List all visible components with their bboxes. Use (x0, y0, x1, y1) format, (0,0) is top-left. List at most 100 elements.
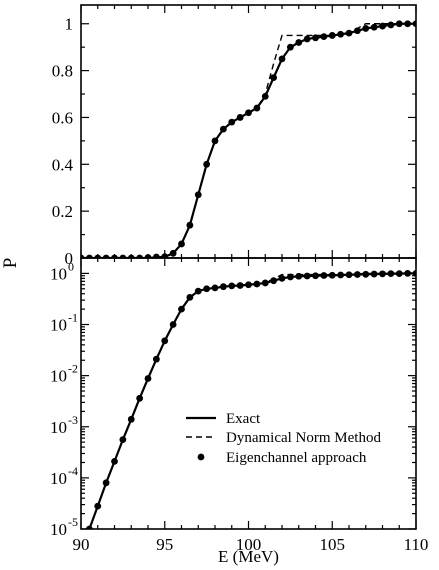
top-plot-frame (80, 4, 417, 259)
series-group (85, 269, 416, 529)
data-point (186, 221, 194, 229)
data-point (395, 270, 403, 278)
data-point (261, 92, 269, 100)
series-group (81, 20, 416, 258)
data-point (412, 269, 416, 277)
data-point (203, 285, 211, 293)
data-point (387, 270, 395, 278)
data-point (111, 254, 118, 258)
data-point (186, 293, 194, 301)
legend-label: Eigenchannel approach (226, 450, 367, 466)
data-point (278, 274, 286, 282)
data-point (370, 270, 378, 278)
data-point (169, 249, 177, 257)
y-tick-label: 0.4 (52, 155, 74, 174)
data-point (136, 394, 144, 402)
data-point (169, 321, 177, 328)
data-point (94, 254, 102, 258)
data-point (261, 279, 269, 287)
data-point (404, 20, 412, 28)
data-point (345, 29, 353, 37)
data-point (119, 254, 127, 258)
data-point (412, 20, 416, 28)
y-tick-exponent: -5 (68, 515, 78, 529)
data-point (312, 272, 319, 280)
data-point (395, 20, 403, 28)
data-point (362, 270, 370, 278)
top-panel (80, 4, 417, 259)
data-point (236, 282, 244, 289)
data-point (362, 25, 370, 32)
data-point (353, 271, 361, 278)
data-point (253, 280, 261, 288)
data-point (127, 254, 135, 258)
y-tick-label: 10 (50, 316, 67, 335)
x-axis-label: E (MeV) (218, 547, 279, 566)
data-point (85, 525, 93, 529)
data-point (379, 22, 386, 30)
data-point (245, 109, 252, 117)
data-point (228, 118, 236, 126)
data-point (194, 191, 202, 199)
data-point (236, 114, 244, 121)
data-point (320, 33, 328, 41)
data-point (219, 125, 227, 133)
y-tick-label: 10 (50, 418, 67, 437)
data-point (102, 479, 110, 487)
y-tick-exponent: 0 (68, 259, 74, 273)
legend: Exact Dynamical Norm Method Eigenchannel a… (186, 411, 381, 466)
y-tick-exponent: -3 (68, 413, 78, 427)
data-point (194, 287, 202, 295)
y-tick-label: 0.8 (52, 62, 73, 81)
data-point (203, 160, 211, 168)
data-point (127, 415, 135, 423)
y-tick-label: 0.6 (52, 108, 73, 127)
data-point (303, 35, 311, 43)
data-point (144, 375, 152, 382)
data-point (253, 104, 261, 112)
data-point (219, 283, 227, 291)
data-point (379, 270, 386, 278)
data-point (387, 21, 395, 29)
legend-swatch-marker (197, 453, 205, 461)
data-point (312, 34, 319, 42)
data-point (270, 277, 278, 285)
data-point (337, 271, 345, 279)
data-point (353, 27, 361, 35)
data-point (328, 32, 336, 39)
data-point (161, 337, 169, 345)
y-tick-exponent: -2 (68, 362, 78, 376)
y-tick-exponent: -1 (68, 311, 78, 325)
data-point (295, 272, 303, 280)
data-point (337, 30, 345, 38)
data-point (228, 282, 236, 290)
x-tick-label: 95 (156, 535, 173, 554)
data-point (178, 305, 185, 313)
data-point (320, 272, 328, 279)
series-line-exact (81, 22, 416, 258)
data-point (345, 271, 353, 279)
data-point (295, 39, 303, 46)
y-tick-label: 10 (50, 469, 67, 488)
data-point (81, 254, 85, 258)
y-axis-label: P (0, 258, 21, 269)
y-tick-label: 10 (50, 264, 67, 283)
data-point (211, 284, 219, 292)
data-point (328, 271, 336, 279)
legend-label: Dynamical Norm Method (226, 430, 381, 446)
data-point (286, 273, 294, 281)
data-point (404, 269, 412, 277)
x-tick-label: 110 (404, 535, 429, 554)
data-point (245, 281, 252, 289)
bottom-panel (80, 257, 417, 530)
x-tick-label: 100 (236, 535, 262, 554)
y-tick-label: 10 (50, 367, 67, 386)
series-line-dynamical-norm (81, 23, 416, 258)
data-point (94, 502, 102, 510)
data-point (161, 253, 169, 258)
data-point (270, 74, 278, 82)
x-tick-label: 90 (73, 535, 90, 554)
y-tick-label: 0 (65, 249, 74, 268)
data-point (303, 272, 311, 280)
